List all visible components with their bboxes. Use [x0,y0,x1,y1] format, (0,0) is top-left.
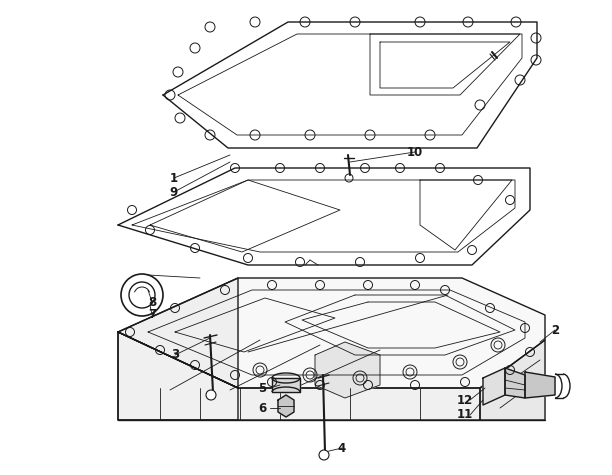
Polygon shape [118,168,530,265]
Polygon shape [278,395,294,417]
Polygon shape [525,372,555,398]
Text: 5: 5 [258,381,266,395]
Text: 4: 4 [338,441,346,455]
Text: 9: 9 [170,186,178,199]
Polygon shape [480,340,545,420]
Polygon shape [118,278,238,420]
Text: 12: 12 [457,393,473,407]
Polygon shape [118,278,545,388]
Text: 10: 10 [407,145,423,159]
Circle shape [206,390,216,400]
Polygon shape [118,332,480,420]
Polygon shape [315,342,380,398]
Text: 2: 2 [551,323,559,336]
Polygon shape [163,22,537,148]
Text: 3: 3 [171,349,179,361]
Text: 11: 11 [457,408,473,421]
Text: 7: 7 [148,308,156,322]
Text: 6: 6 [258,401,266,415]
Circle shape [319,450,329,460]
Text: 8: 8 [148,295,156,308]
Polygon shape [272,378,300,392]
Polygon shape [505,368,525,398]
Text: 1: 1 [170,171,178,184]
Polygon shape [483,368,505,405]
